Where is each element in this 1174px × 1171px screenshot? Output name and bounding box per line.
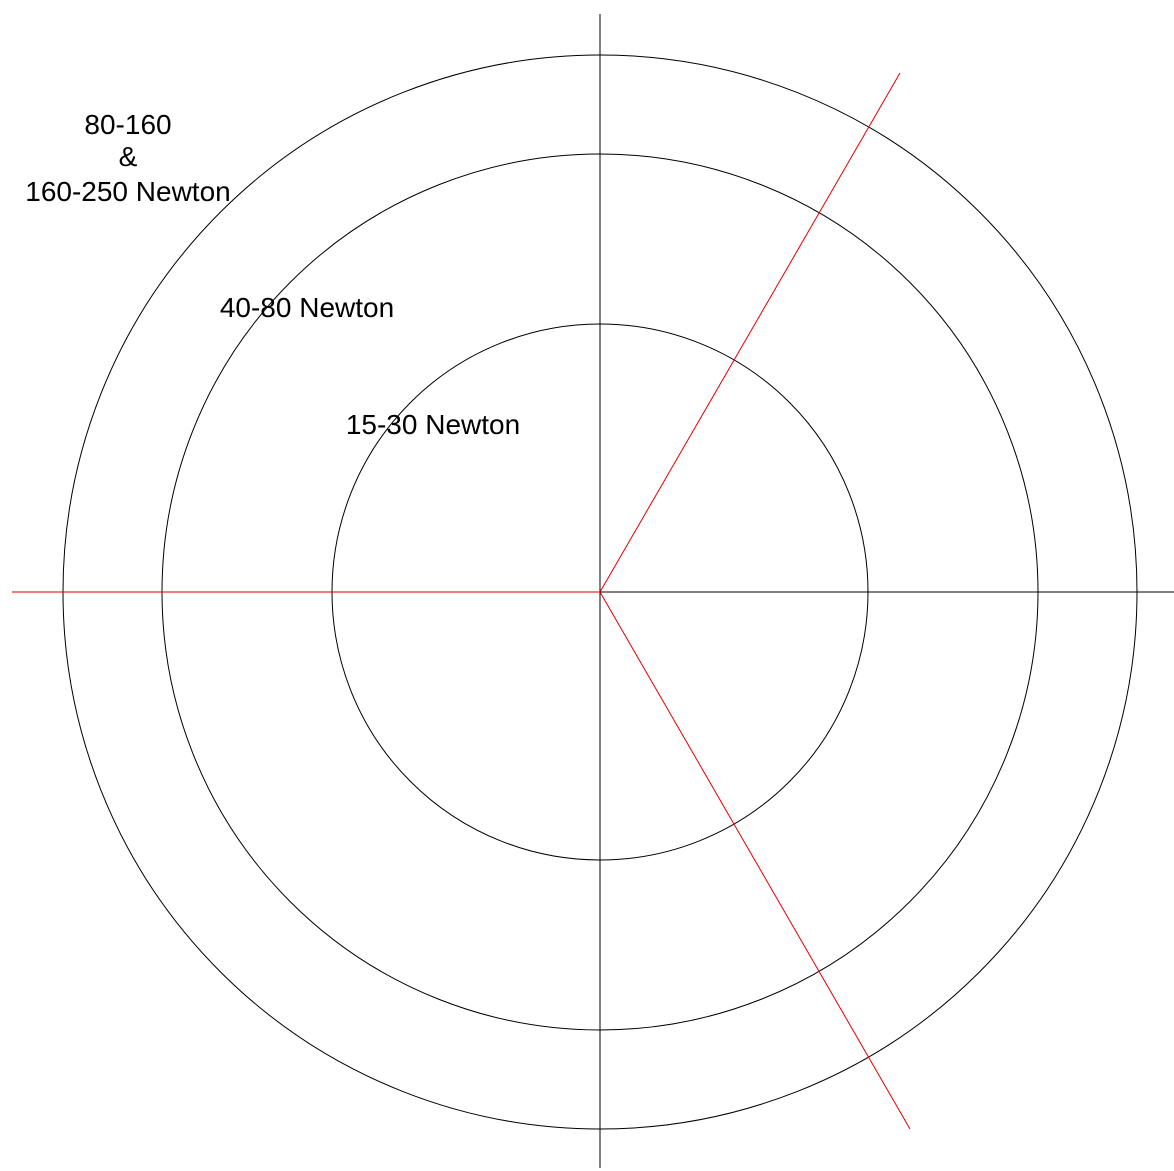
inner-zone-label: 15-30 Newton (346, 409, 520, 440)
outer-zone-label-line3: 160-250 Newton (25, 176, 230, 207)
outer-zone-label-line2: & (119, 141, 138, 172)
red-divider-upper-right (599, 72, 901, 593)
red-divider-lower-right (599, 591, 911, 1130)
outer-zone-label-line1: 80-160 (84, 109, 171, 140)
middle-zone-label: 40-80 Newton (220, 292, 394, 323)
